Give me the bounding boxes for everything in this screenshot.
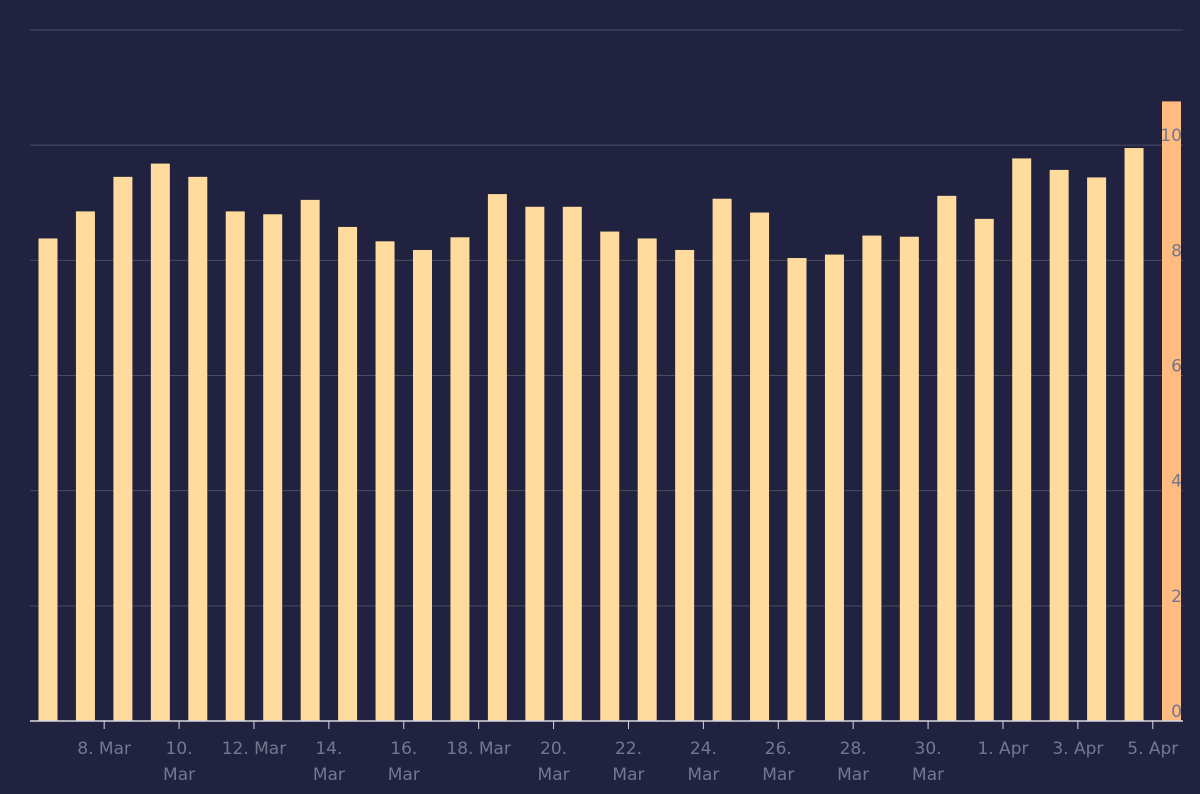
bar-27-mar[interactable] (787, 258, 807, 721)
bar-9-mar[interactable] (113, 176, 133, 721)
bars (38, 101, 1181, 722)
y-tick-label: 0 (1171, 702, 1182, 722)
bar-26-mar[interactable] (750, 212, 770, 721)
bar-6-apr[interactable] (1162, 101, 1181, 722)
bar-24-mar[interactable] (675, 249, 695, 722)
bar-21-mar[interactable] (562, 206, 582, 722)
bar-22-mar[interactable] (600, 231, 620, 721)
x-tick-label: 14. Mar (313, 739, 345, 785)
x-tick-label: 26. Mar (762, 739, 794, 785)
bar-15-mar[interactable] (338, 226, 358, 721)
bar-2-apr[interactable] (1012, 158, 1032, 721)
bar-11-mar[interactable] (188, 176, 208, 721)
bar-29-mar[interactable] (862, 235, 882, 721)
x-tick-label: 5. Apr (1127, 739, 1178, 759)
x-tick-label: 16. Mar (388, 739, 420, 785)
bar-8-mar[interactable] (75, 211, 95, 721)
x-tick-label: 28. Mar (837, 739, 869, 785)
x-tick-label: 18. Mar (446, 739, 511, 759)
bar-19-mar[interactable] (487, 194, 507, 722)
bar-30-mar[interactable] (899, 236, 919, 721)
bar-3-apr[interactable] (1049, 169, 1069, 722)
bar-4-apr[interactable] (1087, 177, 1107, 721)
x-tick-label: 12. Mar (222, 739, 287, 759)
x-tick-labels: 8. Mar 10. Mar 12. Mar 14. Mar 16. Mar 18. Mar 20… (77, 739, 1178, 785)
bar-13-mar[interactable] (263, 214, 283, 721)
x-tick-label: 20. Mar (538, 739, 570, 785)
y-tick-labels: 0 2 4 6 8 10 (1160, 126, 1182, 722)
bar-14-mar[interactable] (300, 199, 320, 721)
x-tick-label: 10. Mar (163, 739, 195, 785)
bar-25-mar[interactable] (712, 198, 732, 721)
y-tick-label: 4 (1171, 472, 1182, 492)
y-tick-label: 6 (1171, 357, 1182, 377)
bar-1-apr[interactable] (974, 218, 994, 721)
x-tick-label: 30. Mar (912, 739, 944, 785)
bar-18-mar[interactable] (450, 237, 470, 722)
x-tick-label: 22. Mar (612, 739, 644, 785)
bar-16-mar[interactable] (375, 241, 395, 722)
bar-31-mar[interactable] (937, 195, 957, 722)
x-tick-label: 24. Mar (687, 739, 719, 785)
y-tick-label: 8 (1171, 241, 1182, 261)
bar-20-mar[interactable] (525, 206, 545, 722)
bar-28-mar[interactable] (824, 254, 844, 721)
y-tick-label: 2 (1171, 587, 1182, 607)
x-tick-label: 8. Mar (77, 739, 131, 759)
bar-17-mar[interactable] (413, 249, 432, 722)
bar-5-apr[interactable] (1124, 148, 1144, 721)
y-tick-label: 10 (1160, 126, 1182, 146)
bar-23-mar[interactable] (637, 238, 657, 721)
bar-10-mar[interactable] (150, 163, 170, 722)
x-tick-label: 3. Apr (1052, 739, 1103, 759)
bar-7-mar[interactable] (38, 238, 58, 721)
bar-12-mar[interactable] (225, 211, 245, 721)
x-tick-label: 1. Apr (977, 739, 1028, 759)
x-axis (30, 720, 1183, 729)
